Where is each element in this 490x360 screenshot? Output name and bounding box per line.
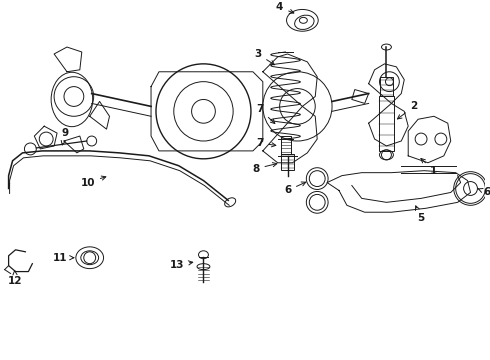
Text: 2: 2: [397, 102, 418, 119]
Bar: [379, 96, 394, 151]
Text: 9: 9: [61, 128, 69, 145]
Text: 4: 4: [276, 3, 294, 13]
Text: 7: 7: [256, 104, 275, 123]
Text: 8: 8: [252, 163, 277, 174]
Text: 6: 6: [284, 182, 306, 195]
Text: 10: 10: [80, 176, 106, 188]
Text: 5: 5: [416, 206, 425, 223]
Text: 1: 1: [421, 158, 438, 176]
Text: 13: 13: [170, 260, 193, 270]
Bar: [281, 154, 294, 170]
Text: 7: 7: [256, 138, 276, 148]
Bar: [380, 77, 393, 96]
Text: 11: 11: [53, 253, 74, 263]
Text: 12: 12: [8, 270, 23, 287]
Bar: [281, 136, 291, 154]
Text: 6: 6: [478, 188, 490, 197]
Text: 3: 3: [254, 49, 274, 65]
